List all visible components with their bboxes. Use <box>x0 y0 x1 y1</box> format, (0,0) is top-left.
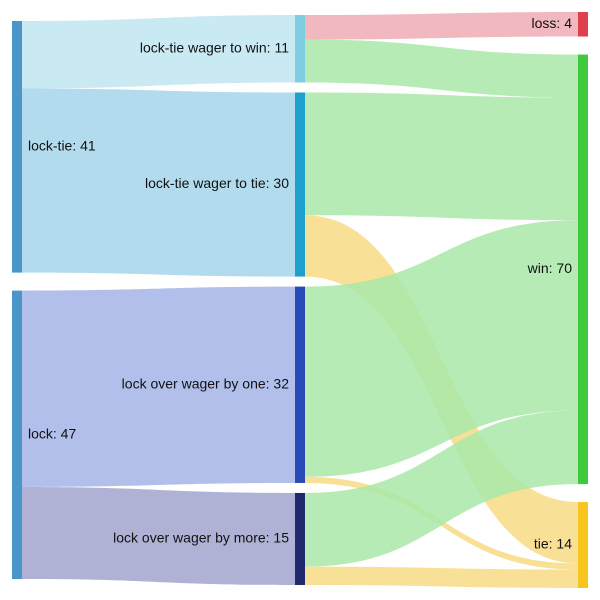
node-label-tie: tie: 14 <box>534 536 572 552</box>
node-lock-tie-wager-to-win[interactable] <box>295 15 305 83</box>
node-label-lock: lock: 47 <box>28 425 76 441</box>
link-lock-to-lock-over-wager-by-one[interactable] <box>22 286 295 487</box>
link-lock-tie-wager-to-tie-to-win[interactable] <box>305 92 578 221</box>
node-label-lock-over-wager-by-more: lock over wager by more: 15 <box>113 530 289 546</box>
link-lock-over-wager-by-more-to-tie[interactable] <box>305 566 578 588</box>
link-lock-to-lock-over-wager-by-more[interactable] <box>22 486 295 585</box>
node-label-lock-over-wager-by-one: lock over wager by one: 32 <box>122 375 290 391</box>
link-lock-tie-to-lock-tie-wager-to-tie[interactable] <box>22 88 295 277</box>
link-lock-tie-wager-to-win-to-loss[interactable] <box>305 12 578 40</box>
node-lock-over-wager-by-one[interactable] <box>295 286 305 483</box>
node-lock-tie-wager-to-tie[interactable] <box>295 92 305 277</box>
link-lock-over-wager-by-one-to-win[interactable] <box>305 220 578 477</box>
link-lock-over-wager-by-more-to-win[interactable] <box>305 410 578 567</box>
link-lock-tie-wager-to-win-to-win[interactable] <box>305 39 578 98</box>
node-label-win: win: 70 <box>527 260 573 276</box>
node-win[interactable] <box>578 54 588 485</box>
node-label-lock-tie-wager-to-win: lock-tie wager to win: 11 <box>140 39 289 55</box>
node-lock-tie[interactable] <box>12 21 22 273</box>
labels-layer: lock-tie: 41 lock: 47 lock-tie wager to wi… <box>28 15 572 552</box>
node-label-lock-tie-wager-to-tie: lock-tie wager to tie: 30 <box>145 175 289 191</box>
node-label-loss: loss: 4 <box>532 15 573 31</box>
links-layer <box>22 12 578 588</box>
node-label-lock-tie: lock-tie: 41 <box>28 137 96 153</box>
node-loss[interactable] <box>578 12 588 37</box>
node-tie[interactable] <box>578 502 588 588</box>
node-lock-over-wager-by-more[interactable] <box>295 492 305 585</box>
node-lock[interactable] <box>12 290 22 579</box>
link-lock-tie-to-lock-tie-wager-to-win[interactable] <box>22 15 295 89</box>
nodes-layer <box>12 12 588 588</box>
